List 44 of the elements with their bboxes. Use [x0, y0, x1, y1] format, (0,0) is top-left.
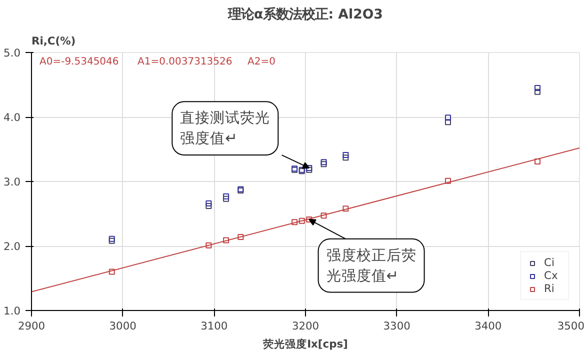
annotation: A0=-9.5345046: [40, 56, 119, 68]
x-tick-label: 3300: [383, 320, 411, 332]
point: [238, 234, 244, 240]
legend-label: Ci: [544, 256, 556, 269]
point: [223, 237, 230, 244]
point: [444, 178, 451, 184]
y-axis-title: Ri,C(%): [32, 34, 76, 48]
point: [320, 212, 327, 219]
point: [342, 154, 349, 161]
point: [206, 242, 212, 248]
point: [534, 84, 540, 91]
annotation: A2=0: [248, 56, 276, 68]
point: [298, 218, 305, 224]
y-tick-label: 5.0: [4, 46, 21, 60]
x-tick-label: 3100: [200, 320, 228, 332]
annotation: 直接测试荧光强度值↵: [180, 110, 270, 148]
point: [306, 216, 312, 223]
y-tick-label: 2.0: [4, 240, 21, 253]
point: [206, 200, 212, 206]
point: [342, 206, 349, 212]
point: [292, 219, 298, 226]
legend-label: Ri: [544, 282, 556, 295]
x-axis-title: 荧光强度Ix[cps]: [262, 338, 348, 350]
x-tick-label: 3000: [109, 320, 137, 332]
point: [223, 196, 230, 202]
point: [444, 119, 451, 126]
y-tick-label: 4.0: [4, 111, 21, 124]
x-tick-label: 3200: [292, 320, 320, 332]
x-tick-label: 2900: [18, 320, 46, 332]
x-tick-label: 3400: [474, 320, 502, 332]
point: [534, 158, 540, 165]
point: [108, 268, 115, 275]
point: [206, 203, 212, 210]
point: [444, 114, 451, 121]
point: [534, 88, 540, 95]
y-tick-label: 3.0: [4, 176, 21, 188]
legend-label: Cx: [544, 269, 559, 282]
y-tick-label: 1.0: [4, 304, 21, 318]
point: [223, 193, 230, 200]
annotation: 强度校正后荧光强度值↵: [326, 246, 416, 284]
point: [342, 152, 349, 158]
chart-title: 理论α系数法校正: Al2O3: [227, 6, 383, 22]
x-tick-label: 3500: [557, 320, 585, 332]
annotation: A1=0.0037313526: [138, 56, 232, 68]
